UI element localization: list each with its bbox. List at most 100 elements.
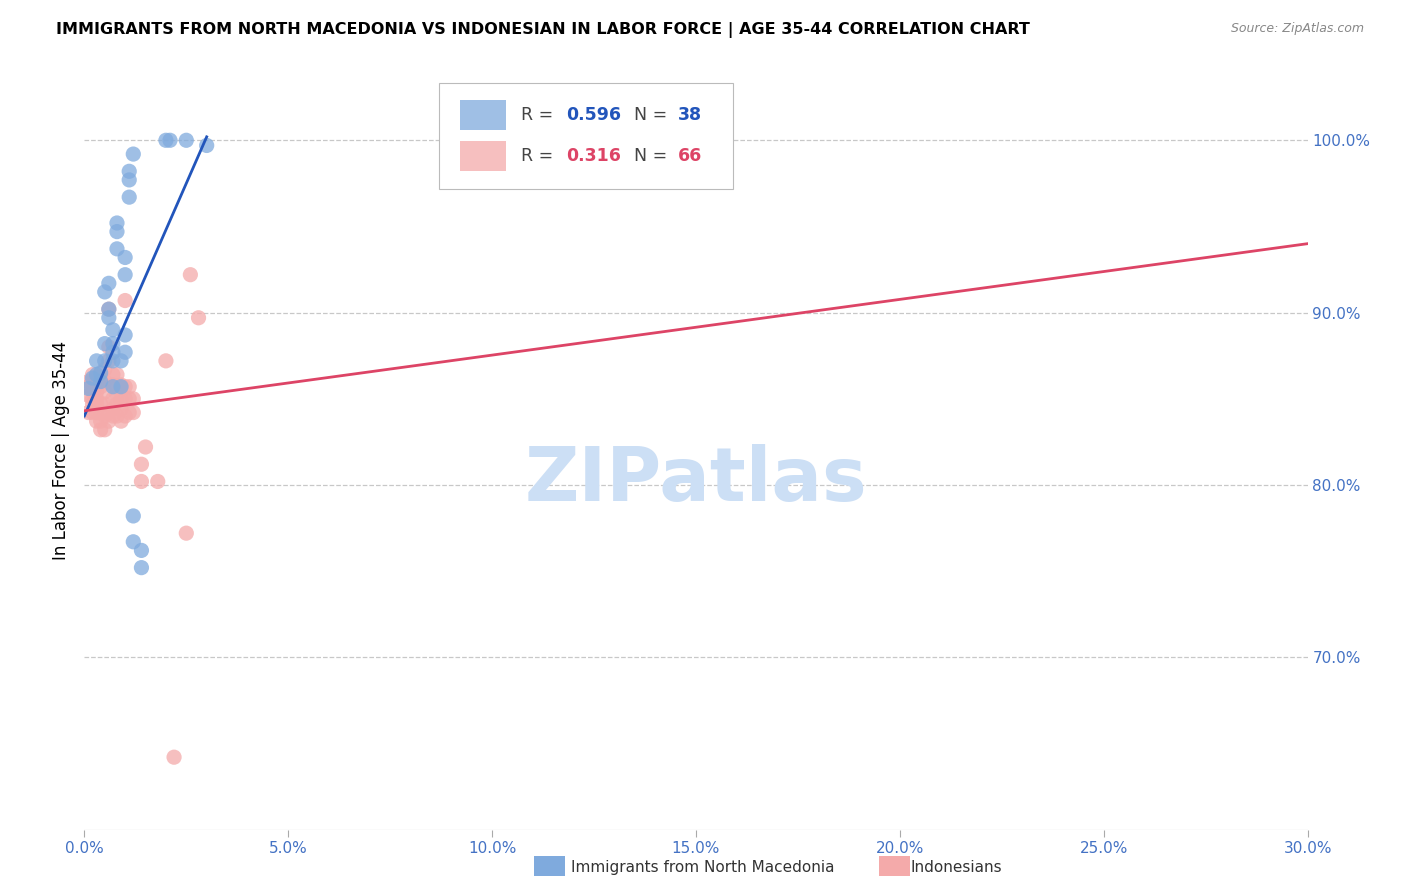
Point <box>93 423 115 437</box>
Point <box>114 251 136 265</box>
Point <box>101 345 124 359</box>
Point <box>122 147 145 161</box>
Point <box>86 397 108 411</box>
Point <box>114 380 136 394</box>
Point <box>90 423 112 437</box>
Point <box>93 354 115 368</box>
Point <box>93 285 115 299</box>
Point <box>118 406 141 420</box>
Y-axis label: In Labor Force | Age 35-44: In Labor Force | Age 35-44 <box>52 341 70 560</box>
Text: 38: 38 <box>678 106 702 124</box>
Point <box>118 190 141 204</box>
Point <box>97 310 120 325</box>
Point <box>86 378 108 392</box>
Point <box>101 392 124 406</box>
Point <box>93 375 115 389</box>
Point <box>101 368 124 382</box>
Point <box>118 164 141 178</box>
Point <box>86 384 108 399</box>
Point <box>101 402 124 417</box>
Point <box>77 381 100 395</box>
Point <box>195 138 218 153</box>
Point <box>118 392 141 406</box>
Point <box>86 368 108 382</box>
FancyBboxPatch shape <box>439 83 733 189</box>
Point <box>110 414 132 428</box>
Point <box>114 293 136 308</box>
Point <box>93 336 115 351</box>
Text: 0.316: 0.316 <box>567 147 621 165</box>
Point <box>90 371 112 385</box>
Point <box>82 392 104 406</box>
Text: R =: R = <box>522 147 558 165</box>
Point <box>82 406 104 420</box>
Point <box>114 328 136 343</box>
Point <box>90 406 112 420</box>
Point <box>86 392 108 406</box>
Point <box>105 380 128 394</box>
Point <box>122 406 145 420</box>
Point <box>93 384 115 399</box>
Point <box>82 368 104 382</box>
Point <box>114 409 136 423</box>
Point <box>97 340 120 354</box>
Point <box>86 371 108 385</box>
Point <box>97 406 120 420</box>
Point <box>90 366 112 380</box>
Point <box>174 133 197 147</box>
Point <box>101 378 124 392</box>
Text: R =: R = <box>522 106 558 124</box>
Point <box>93 362 115 376</box>
Text: N =: N = <box>634 106 672 124</box>
Point <box>105 368 128 382</box>
Point <box>122 508 145 523</box>
Point <box>97 354 120 368</box>
Text: 66: 66 <box>678 147 702 165</box>
Point <box>118 173 141 187</box>
Point <box>77 375 100 389</box>
Point <box>155 354 177 368</box>
Point <box>90 414 112 428</box>
Point <box>131 543 153 558</box>
Point <box>90 397 112 411</box>
Point <box>90 375 112 389</box>
Point <box>105 388 128 402</box>
Point <box>159 133 181 147</box>
Text: ZIPatlas: ZIPatlas <box>524 444 868 517</box>
Point <box>118 380 141 394</box>
Point <box>187 310 209 325</box>
Point <box>77 388 100 402</box>
Point <box>131 475 153 489</box>
Text: Source: ZipAtlas.com: Source: ZipAtlas.com <box>1230 22 1364 36</box>
Point <box>77 380 100 394</box>
Point <box>93 409 115 423</box>
Point <box>135 440 157 454</box>
Point <box>82 397 104 411</box>
Point <box>114 345 136 359</box>
Point <box>105 397 128 411</box>
Text: Immigrants from North Macedonia: Immigrants from North Macedonia <box>571 860 835 874</box>
Point <box>105 216 128 230</box>
Point <box>101 354 124 368</box>
Point <box>105 409 128 423</box>
Point <box>97 414 120 428</box>
Point <box>163 750 186 764</box>
Point <box>101 336 124 351</box>
Point <box>114 392 136 406</box>
Point <box>97 277 120 291</box>
Point <box>131 560 153 574</box>
Text: N =: N = <box>634 147 672 165</box>
Point <box>110 402 132 417</box>
Point <box>86 354 108 368</box>
Text: Indonesians: Indonesians <box>910 860 1002 874</box>
Point <box>110 378 132 392</box>
Point <box>105 225 128 239</box>
Point <box>93 397 115 411</box>
Point <box>82 375 104 389</box>
FancyBboxPatch shape <box>460 100 506 130</box>
Point <box>82 384 104 399</box>
Point <box>86 406 108 420</box>
Point <box>101 323 124 337</box>
Point <box>110 354 132 368</box>
Point <box>101 409 124 423</box>
